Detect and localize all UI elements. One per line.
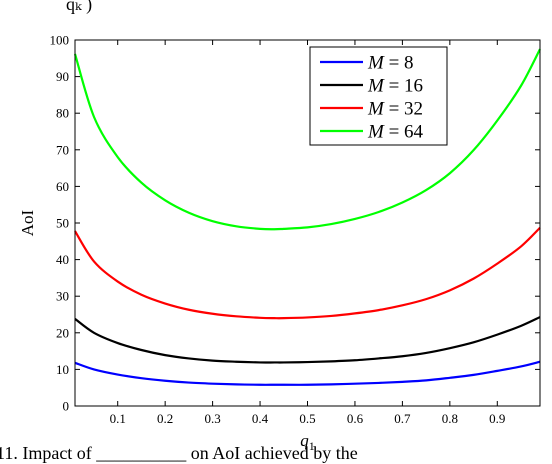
series-layer [73, 48, 541, 386]
x-tick-label: 0.6 [347, 411, 364, 426]
y-tick-label: 80 [56, 106, 69, 121]
y-tick-label: 100 [50, 33, 70, 48]
series-line-M-64 [73, 48, 541, 231]
x-tick-label: 0.7 [394, 411, 411, 426]
y-tick-label: 70 [56, 142, 69, 157]
x-axis-label-main: q [300, 431, 309, 450]
y-tick-label: 30 [56, 289, 69, 304]
y-tick-label: 60 [56, 179, 69, 194]
x-tick-label: 0.3 [204, 411, 220, 426]
top-caption-fragment: qₖ ) [66, 0, 92, 15]
x-tick-label: 0.4 [252, 411, 269, 426]
series-line-M-16 [74, 316, 541, 364]
x-tick-label: 0.2 [157, 411, 173, 426]
x-tick-label: 0.9 [489, 411, 505, 426]
y-tick-label: 90 [56, 69, 69, 84]
x-axis: 0.1 0.2 0.3 0.4 0.5 0.6 0.7 0.8 0.9 [110, 40, 505, 426]
x-axis-label-sub: 1 [309, 439, 315, 453]
legend-entry-M-8: M = 8 [367, 53, 414, 74]
legend-box [309, 46, 448, 146]
x-axis-label: q1 [300, 431, 315, 453]
legend-entry-M-32: M = 32 [367, 99, 423, 120]
y-tick-label: 50 [56, 216, 69, 231]
legend: M = 8M = 16M = 32M = 64 [309, 46, 448, 146]
y-axis: 0 10 20 30 40 50 60 70 80 90 100 [50, 33, 540, 414]
y-axis-label: AoI [18, 209, 37, 236]
y-tick-label: 0 [63, 399, 70, 414]
x-tick-label: 0.1 [110, 411, 126, 426]
series-line-M-32 [74, 226, 541, 320]
x-tick-label: 0.8 [442, 411, 458, 426]
y-tick-label: 10 [56, 362, 69, 377]
x-tick-label: 0.5 [299, 411, 315, 426]
y-tick-label: 20 [56, 325, 69, 340]
series-line-M-8 [74, 360, 541, 386]
y-tick-label: 40 [56, 252, 69, 267]
legend-entry-M-16: M = 16 [367, 76, 423, 97]
legend-entry-M-64: M = 64 [367, 122, 424, 143]
bottom-caption-fragment: 11. Impact of __________ on AoI achieved… [0, 443, 358, 463]
